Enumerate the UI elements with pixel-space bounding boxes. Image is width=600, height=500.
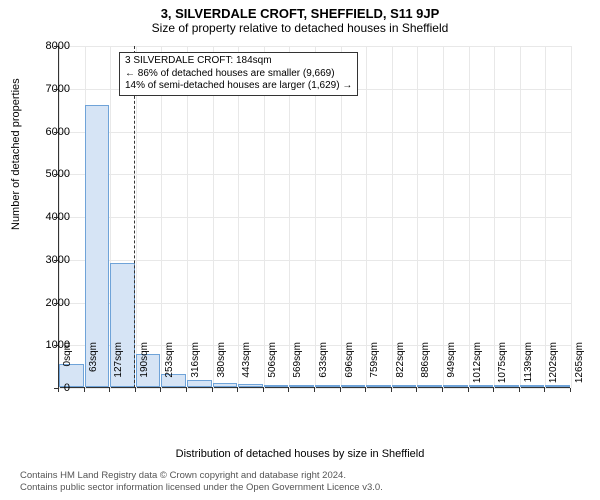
xtick-mark: [442, 388, 443, 392]
xtick-mark: [365, 388, 366, 392]
annotation-line2: ← 86% of detached houses are smaller (9,…: [125, 68, 352, 81]
ytick-label: 5000: [30, 168, 70, 180]
xtick-label: 1202sqm: [548, 342, 559, 392]
gridline-v: [494, 46, 495, 388]
ytick-mark: [54, 345, 58, 346]
property-marker-line: [134, 46, 135, 388]
xtick-label: 190sqm: [139, 342, 150, 392]
xtick-label: 822sqm: [395, 342, 406, 392]
gridline-v: [136, 46, 137, 388]
footer-line1: Contains HM Land Registry data © Crown c…: [20, 470, 383, 482]
ytick-mark: [54, 217, 58, 218]
gridline-v: [187, 46, 188, 388]
xtick-label: 569sqm: [292, 342, 303, 392]
ytick-label: 8000: [30, 40, 70, 52]
annotation-box: 3 SILVERDALE CROFT: 184sqm ← 86% of deta…: [119, 52, 358, 96]
gridline-v: [366, 46, 367, 388]
gridline-v: [213, 46, 214, 388]
xtick-mark: [58, 388, 59, 392]
gridline-v: [469, 46, 470, 388]
xtick-mark: [314, 388, 315, 392]
xtick-mark: [237, 388, 238, 392]
xtick-mark: [416, 388, 417, 392]
xtick-label: 1139sqm: [523, 342, 534, 392]
annotation-line1: 3 SILVERDALE CROFT: 184sqm: [125, 55, 352, 68]
page-subtitle: Size of property relative to detached ho…: [0, 21, 600, 35]
gridline-v: [264, 46, 265, 388]
ytick-mark: [54, 174, 58, 175]
gridline-v: [443, 46, 444, 388]
xtick-mark: [493, 388, 494, 392]
ytick-mark: [54, 46, 58, 47]
ytick-label: 4000: [30, 211, 70, 223]
ytick-mark: [54, 89, 58, 90]
gridline-v: [520, 46, 521, 388]
ytick-mark: [54, 260, 58, 261]
plot-area: 3 SILVERDALE CROFT: 184sqm ← 86% of deta…: [58, 46, 570, 388]
page-title: 3, SILVERDALE CROFT, SHEFFIELD, S11 9JP: [0, 0, 600, 21]
xtick-mark: [468, 388, 469, 392]
xtick-label: 1265sqm: [574, 342, 585, 392]
gridline-v: [238, 46, 239, 388]
footer-line2: Contains public sector information licen…: [20, 482, 383, 494]
annotation-line3: 14% of semi-detached houses are larger (…: [125, 80, 352, 93]
xtick-label: 1012sqm: [472, 342, 483, 392]
xtick-mark: [340, 388, 341, 392]
gridline-v: [417, 46, 418, 388]
xtick-mark: [135, 388, 136, 392]
chart-area: 3 SILVERDALE CROFT: 184sqm ← 86% of deta…: [58, 46, 588, 406]
xtick-label: 316sqm: [190, 342, 201, 392]
xtick-mark: [519, 388, 520, 392]
ytick-label: 7000: [30, 83, 70, 95]
gridline-v: [392, 46, 393, 388]
xtick-label: 759sqm: [369, 342, 380, 392]
xtick-mark: [160, 388, 161, 392]
gridline-v: [571, 46, 572, 388]
ytick-label: 2000: [30, 297, 70, 309]
xtick-mark: [186, 388, 187, 392]
x-axis-label: Distribution of detached houses by size …: [0, 448, 600, 460]
xtick-label: 253sqm: [164, 342, 175, 392]
ytick-label: 6000: [30, 126, 70, 138]
xtick-label: 886sqm: [420, 342, 431, 392]
y-axis-label: Number of detached properties: [10, 78, 22, 230]
xtick-label: 1075sqm: [497, 342, 508, 392]
xtick-label: 696sqm: [344, 342, 355, 392]
xtick-label: 380sqm: [216, 342, 227, 392]
xtick-label: 127sqm: [113, 342, 124, 392]
xtick-mark: [263, 388, 264, 392]
xtick-mark: [109, 388, 110, 392]
xtick-label: 0sqm: [62, 342, 73, 392]
gridline-v: [161, 46, 162, 388]
xtick-label: 63sqm: [88, 342, 99, 392]
xtick-label: 506sqm: [267, 342, 278, 392]
xtick-mark: [544, 388, 545, 392]
ytick-mark: [54, 303, 58, 304]
footer: Contains HM Land Registry data © Crown c…: [20, 470, 383, 494]
ytick-mark: [54, 132, 58, 133]
xtick-mark: [391, 388, 392, 392]
gridline-v: [315, 46, 316, 388]
gridline-h: [59, 388, 571, 389]
gridline-v: [341, 46, 342, 388]
xtick-mark: [570, 388, 571, 392]
xtick-label: 949sqm: [446, 342, 457, 392]
xtick-mark: [212, 388, 213, 392]
xtick-mark: [288, 388, 289, 392]
xtick-label: 443sqm: [241, 342, 252, 392]
gridline-v: [545, 46, 546, 388]
xtick-label: 633sqm: [318, 342, 329, 392]
ytick-label: 3000: [30, 254, 70, 266]
gridline-v: [289, 46, 290, 388]
xtick-mark: [84, 388, 85, 392]
